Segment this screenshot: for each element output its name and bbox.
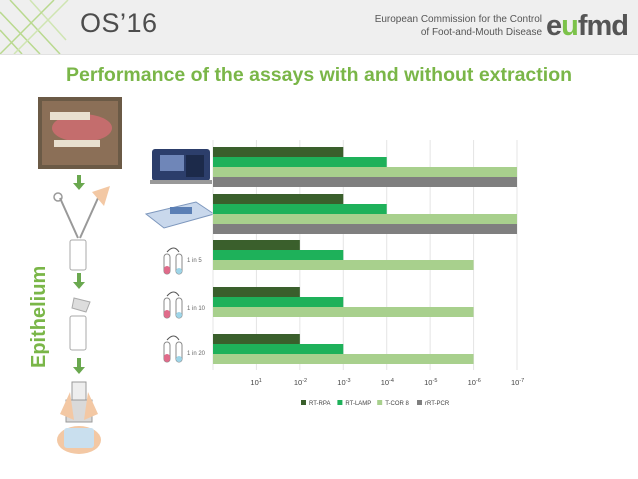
header-decoration-icon bbox=[0, 0, 69, 54]
bar-rt-lamp-1 bbox=[213, 157, 387, 167]
x-tick-label: 101 bbox=[250, 378, 261, 387]
bar-rrt-pcr-1 bbox=[213, 177, 517, 187]
bar-t-cor-8-2 bbox=[213, 214, 517, 224]
dilution-tube-icon bbox=[163, 247, 183, 363]
bar-t-cor-8-3 bbox=[213, 260, 474, 270]
x-tick-label: 10-7 bbox=[511, 378, 524, 387]
hands-vortex-icon bbox=[57, 381, 101, 454]
chart-legend: RT-RPA RT-LAMP T-COR 8 rRT-PCR bbox=[301, 400, 450, 407]
bar-t-cor-8-5 bbox=[213, 354, 474, 364]
workflow-arrows bbox=[73, 175, 85, 374]
legend-label-rt-rpa: RT-RPA bbox=[309, 401, 330, 407]
bar-rt-rpa-5 bbox=[213, 334, 300, 344]
forceps-and-tube-icon bbox=[53, 186, 110, 271]
bar-rt-rpa-2 bbox=[213, 194, 344, 204]
dilution-label-3: 1 in 20 bbox=[187, 351, 206, 357]
bar-rt-lamp-2 bbox=[213, 204, 387, 214]
legend-swatch-rrt-pcr bbox=[417, 400, 422, 405]
slide-title: Performance of the assays with and witho… bbox=[65, 64, 573, 86]
x-tick-label: 10-4 bbox=[381, 378, 394, 387]
slide-header: OS’16 European Commission for the Contro… bbox=[0, 0, 638, 55]
legend-label-rt-lamp: RT-LAMP bbox=[345, 401, 371, 407]
dilution-label-2: 1 in 10 bbox=[187, 306, 206, 312]
bar-rrt-pcr-2 bbox=[213, 224, 517, 234]
legend-label-t-cor-8: T-COR 8 bbox=[385, 401, 409, 407]
automated-extractor-icon bbox=[150, 149, 212, 184]
bar-rt-rpa-3 bbox=[213, 240, 300, 250]
dilution-label-1: 1 in 5 bbox=[187, 258, 202, 264]
bar-rt-rpa-4 bbox=[213, 287, 300, 297]
bar-rt-lamp-5 bbox=[213, 344, 344, 354]
legend-swatch-t-cor-8 bbox=[377, 400, 383, 405]
chart-x-ticks: 101 10-2 10-3 10-4 10-5 10-6 10-7 bbox=[250, 378, 524, 387]
x-tick-label: 10-6 bbox=[468, 378, 481, 387]
org-name-line2: of Foot-and-Mouth Disease bbox=[420, 27, 542, 38]
org-name-line1: European Commission for the Control bbox=[374, 14, 542, 25]
bar-rt-lamp-3 bbox=[213, 250, 344, 260]
bar-t-cor-8-1 bbox=[213, 167, 517, 177]
bar-rt-lamp-4 bbox=[213, 297, 344, 307]
chart-bars bbox=[213, 147, 517, 364]
bar-rt-rpa-1 bbox=[213, 147, 344, 157]
event-title: OS’16 bbox=[80, 8, 158, 38]
x-tick-label: 10-5 bbox=[424, 378, 437, 387]
bar-t-cor-8-4 bbox=[213, 307, 474, 317]
legend-swatch-rt-lamp bbox=[337, 400, 343, 405]
x-tick-label: 10-2 bbox=[294, 378, 307, 387]
mouth-lesion-photo bbox=[38, 97, 122, 169]
legend-label-rrt-pcr: rRT-PCR bbox=[425, 401, 450, 407]
legend-swatch-rt-rpa bbox=[301, 400, 306, 405]
grinding-tube-icon bbox=[69, 297, 91, 351]
x-tick-label: 10-3 bbox=[337, 378, 350, 387]
eufmd-logo: eufmd bbox=[546, 10, 629, 42]
